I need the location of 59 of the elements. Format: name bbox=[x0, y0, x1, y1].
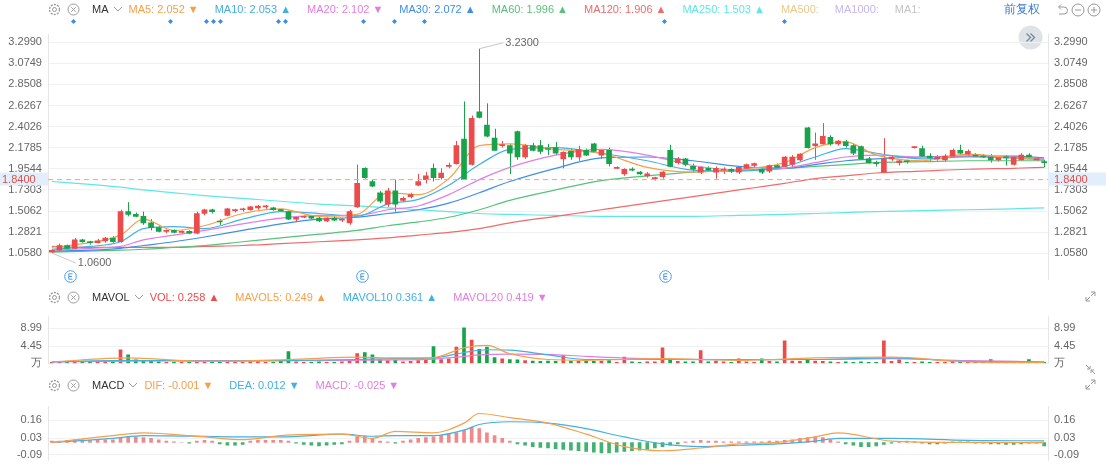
text: MA250: 1.503 ▲ bbox=[682, 3, 765, 15]
y-tick-label: 2.6267 bbox=[8, 98, 42, 111]
text: DEA: 0.012 ▼ bbox=[229, 379, 300, 391]
text: 1.8400 bbox=[2, 172, 36, 185]
y-tick-label: 万 bbox=[31, 356, 42, 369]
y-tick-label: 8.99 bbox=[20, 321, 42, 334]
text: MA1: bbox=[894, 3, 921, 15]
text: MAVOL5: 0.249 ▲ bbox=[235, 291, 327, 303]
y-tick-label: 1.5062 bbox=[8, 204, 42, 217]
y2-tick-label: 2.4026 bbox=[1054, 119, 1088, 132]
y-tick-label: 1.9544 bbox=[8, 161, 42, 174]
y2-tick-label: 0.03 bbox=[1054, 431, 1076, 444]
y-tick-label: 0.03 bbox=[20, 431, 42, 444]
y2-tick-label: 1.0580 bbox=[1054, 246, 1088, 259]
y2-tick-label: 2.8508 bbox=[1054, 77, 1088, 90]
text: MAVOL10 0.361 ▲ bbox=[342, 291, 438, 303]
y2-tick-label: 1.5062 bbox=[1054, 204, 1088, 217]
text: MA20: 2.102 ▼ bbox=[307, 3, 384, 15]
y2-tick-label: 8.99 bbox=[1054, 321, 1076, 334]
y-tick-label: 3.0749 bbox=[8, 56, 42, 69]
text: MAVOL20 0.419 ▼ bbox=[453, 291, 548, 303]
y-tick-label: 1.2821 bbox=[8, 225, 42, 238]
y-tick-label: 4.45 bbox=[20, 339, 42, 352]
annotation: 1.0600 bbox=[77, 256, 112, 269]
y2-tick-label: 万 bbox=[1054, 356, 1065, 369]
y2-tick-label: 1.9544 bbox=[1054, 161, 1088, 174]
chart-title: MA bbox=[92, 3, 109, 15]
chart-title: MACD bbox=[92, 379, 125, 391]
text: MACD: -0.025 ▼ bbox=[315, 379, 400, 391]
y2-tick-label: 4.45 bbox=[1054, 339, 1076, 352]
y-tick-label: 2.1785 bbox=[8, 140, 42, 153]
text: MA1000: bbox=[834, 3, 879, 15]
y2-tick-label: -0.09 bbox=[1054, 447, 1080, 460]
y2-tick-label: 2.6267 bbox=[1054, 98, 1088, 111]
text: MA10: 2.053 ▲ bbox=[214, 3, 292, 15]
text: MA60: 1.996 ▲ bbox=[491, 3, 569, 15]
y-tick-label: 1.7303 bbox=[8, 182, 42, 195]
y-tick-label: 2.8508 bbox=[8, 77, 42, 90]
ref-line-label: 1.8400 bbox=[1054, 172, 1088, 185]
text: MA120: 1.906 ▲ bbox=[584, 3, 667, 15]
y-tick-label: 3.2990 bbox=[8, 35, 42, 48]
y2-tick-label: 3.0749 bbox=[1054, 56, 1088, 69]
text: MA30: 2.072 ▲ bbox=[399, 3, 476, 15]
text: 前复权 bbox=[1004, 1, 1040, 18]
text: MA5: 2.052 ▼ bbox=[128, 3, 199, 15]
y-tick-label: 2.4026 bbox=[8, 119, 42, 132]
y2-tick-label: 3.2990 bbox=[1054, 35, 1088, 48]
text: MA500: bbox=[780, 3, 819, 15]
y2-tick-label: 0.16 bbox=[1054, 413, 1076, 426]
y2-tick-label: 1.7303 bbox=[1054, 182, 1088, 195]
text: VOL: 0.258 ▲ bbox=[149, 291, 220, 303]
y2-tick-label: 1.2821 bbox=[1054, 225, 1088, 238]
annotation: 3.2300 bbox=[505, 35, 539, 48]
y-tick-label: 1.0580 bbox=[8, 246, 42, 259]
y2-tick-label: 2.1785 bbox=[1054, 140, 1088, 153]
chart-title: MAVOL bbox=[92, 291, 130, 303]
text: DIF: -0.001 ▼ bbox=[144, 379, 214, 391]
y-tick-label: 0.16 bbox=[20, 413, 42, 426]
y-tick-label: -0.09 bbox=[16, 447, 42, 460]
